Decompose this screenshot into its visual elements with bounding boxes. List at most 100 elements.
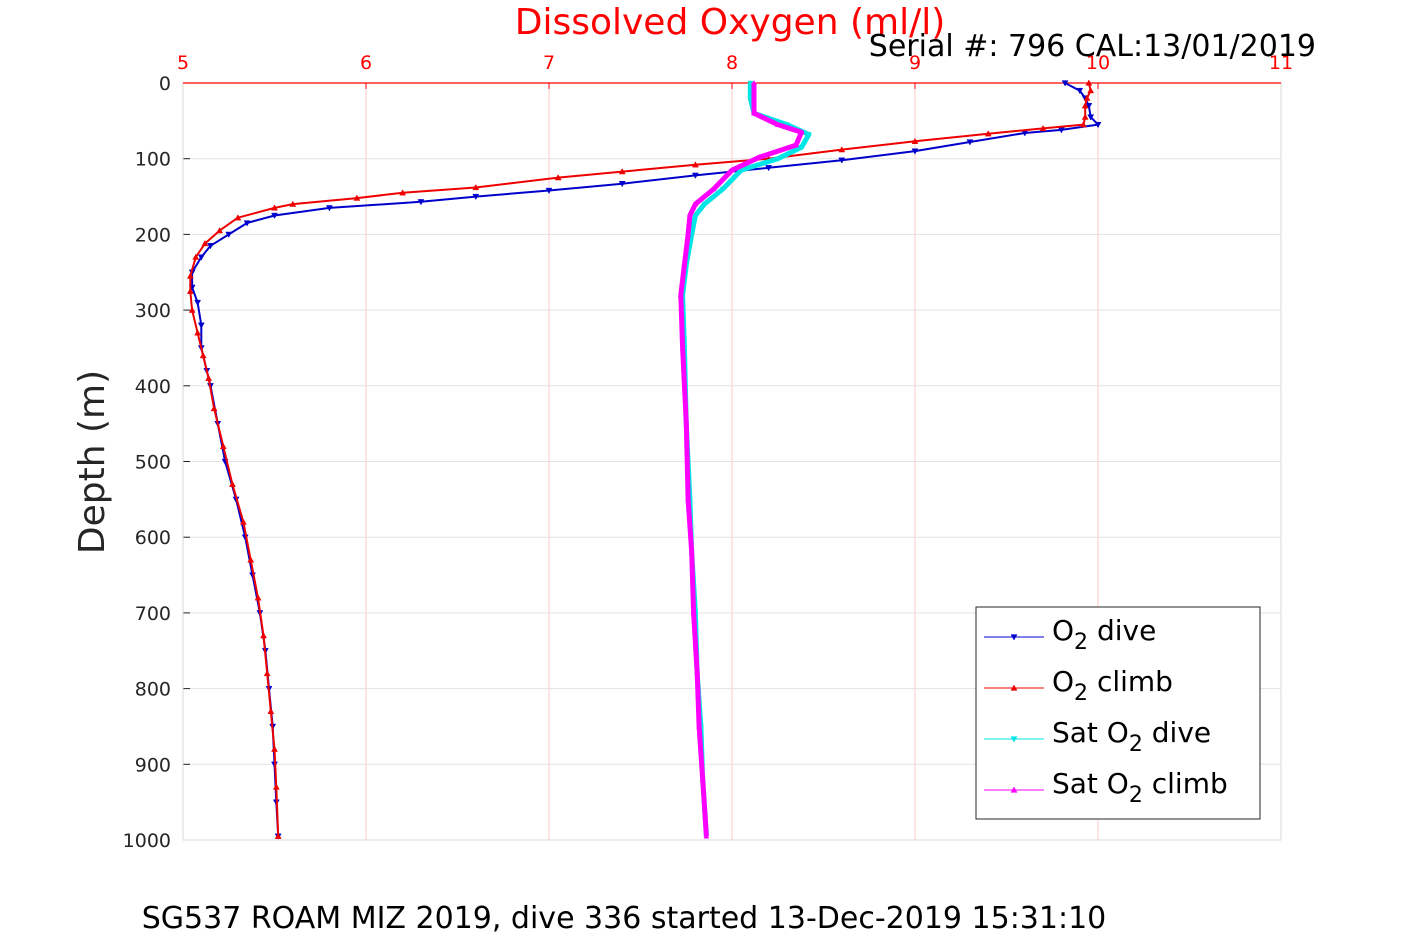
data-point <box>838 146 846 153</box>
data-point <box>267 707 275 714</box>
data-point <box>751 79 757 86</box>
data-point <box>247 556 255 563</box>
legend-entry-sat-climb: Sat O2 climb <box>984 767 1228 808</box>
y-tick-label: 1000 <box>123 830 171 852</box>
data-point <box>691 172 699 179</box>
data-point <box>554 174 562 181</box>
data-point <box>225 231 233 238</box>
y-tick-label: 700 <box>135 603 171 625</box>
data-point <box>188 306 196 313</box>
data-point <box>1081 102 1089 109</box>
x-tick-label: 9 <box>909 52 921 74</box>
data-point <box>263 669 271 677</box>
x-tick-label: 8 <box>726 52 738 74</box>
data-point <box>260 632 267 639</box>
data-point <box>207 243 214 250</box>
y-tick-label: 500 <box>135 452 171 474</box>
data-point <box>254 594 262 601</box>
data-point <box>272 783 280 790</box>
legend-swatch-marker <box>1010 684 1018 691</box>
data-point <box>472 193 480 201</box>
y-tick-label: 400 <box>135 376 171 398</box>
data-point <box>1061 80 1069 87</box>
data-point <box>1087 114 1095 121</box>
data-point <box>618 168 626 175</box>
chart-title: Dissolved Oxygen (ml/l) <box>515 2 946 43</box>
x-tick-label: 7 <box>543 52 555 74</box>
data-point <box>194 299 202 307</box>
data-point <box>751 110 757 116</box>
data-point <box>756 154 763 160</box>
data-point <box>1085 103 1093 110</box>
data-point <box>1039 124 1047 132</box>
data-point <box>399 189 407 196</box>
y-tick-label: 100 <box>135 149 171 171</box>
data-point <box>677 291 684 298</box>
y-axis-label: Depth (m) <box>72 370 113 554</box>
data-point <box>729 167 735 173</box>
data-point <box>692 201 699 207</box>
data-point <box>685 496 692 502</box>
y-tick-label: 900 <box>135 754 171 776</box>
y-tick-label: 300 <box>135 300 171 322</box>
series-climb <box>186 79 1095 839</box>
chart-caption: SG537 ROAM MIZ 2019, dive 336 started 13… <box>142 901 1107 936</box>
series-layer <box>186 79 1102 840</box>
data-point <box>1076 87 1084 95</box>
data-point <box>911 137 919 144</box>
data-point <box>1081 113 1089 120</box>
data-point <box>274 832 282 839</box>
x-tick-label: 6 <box>360 52 372 74</box>
data-point <box>197 322 205 329</box>
x-tick-label: 5 <box>177 52 189 74</box>
data-point <box>683 420 690 426</box>
data-point <box>681 261 688 267</box>
data-point <box>545 187 553 195</box>
data-point <box>692 213 699 219</box>
data-point <box>793 142 799 148</box>
data-point <box>210 404 218 412</box>
x-tick-label: 10 <box>1086 52 1110 74</box>
y-tick-labels: 0 100 200 300 400 500 600 700 800 900 1000 <box>123 73 171 852</box>
y-tick-label: 800 <box>135 679 171 701</box>
data-point <box>703 833 710 839</box>
y-tick-label: 0 <box>159 73 171 95</box>
data-point <box>197 254 205 261</box>
data-point <box>325 205 333 212</box>
data-point <box>694 670 701 676</box>
data-point <box>685 231 692 237</box>
x-tick-labels: 5 6 7 8 9 10 11 <box>177 52 1293 74</box>
data-point <box>686 212 693 218</box>
data-point <box>719 186 726 192</box>
legend-swatch-marker <box>1010 634 1018 641</box>
legend-label: Sat O2 dive <box>1052 716 1211 757</box>
legend-box <box>975 606 1261 820</box>
data-point <box>289 200 297 207</box>
chart-subtitle: Serial #: 796 CAL:13/01/2019 <box>869 29 1316 64</box>
data-point <box>205 374 213 381</box>
data-point <box>699 776 706 782</box>
data-point <box>696 723 702 729</box>
data-point <box>1085 79 1093 86</box>
data-point <box>774 156 781 162</box>
data-point <box>216 227 224 234</box>
data-point <box>234 214 242 221</box>
data-point <box>186 287 194 294</box>
data-point <box>194 329 202 336</box>
data-point <box>765 165 773 172</box>
data-point <box>805 132 812 138</box>
y-tick-label: 600 <box>135 527 171 549</box>
data-point <box>966 139 974 146</box>
legend-entry-sat-dive: Sat O2 dive <box>984 716 1211 757</box>
data-point <box>186 272 194 279</box>
data-point <box>1094 121 1102 129</box>
data-point <box>774 121 781 127</box>
legend-entry-dive: O2 dive <box>984 614 1156 655</box>
data-point <box>271 204 278 211</box>
data-point <box>1087 87 1095 94</box>
data-point <box>243 220 251 227</box>
data-point <box>798 129 805 135</box>
data-point <box>192 253 200 260</box>
